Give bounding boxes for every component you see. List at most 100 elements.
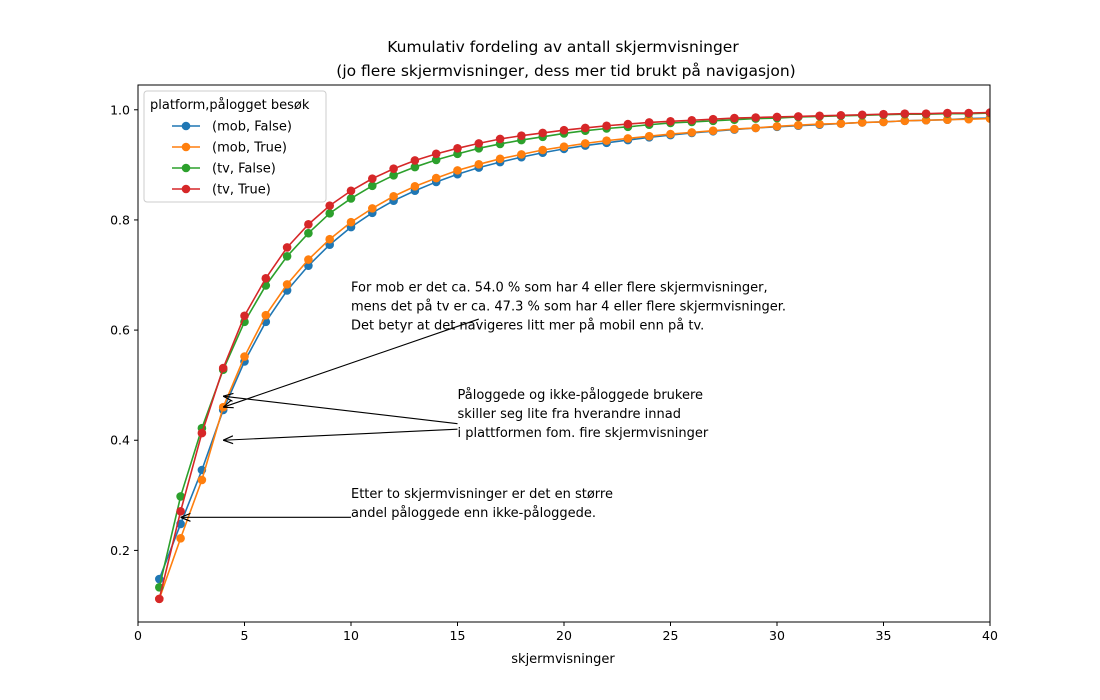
data-point bbox=[197, 428, 207, 438]
data-point bbox=[495, 134, 505, 144]
data-point bbox=[687, 115, 697, 125]
data-point bbox=[644, 118, 654, 127]
data-point bbox=[985, 108, 990, 117]
legend-marker bbox=[181, 142, 191, 152]
annotation-text: For mob er det ca. 54.0 % som har 4 elle… bbox=[351, 281, 786, 334]
data-point bbox=[176, 533, 185, 543]
data-point bbox=[772, 112, 782, 122]
legend-label: (tv, True) bbox=[212, 183, 271, 198]
series-tv-true bbox=[155, 108, 990, 604]
data-point bbox=[900, 116, 910, 126]
data-point bbox=[857, 110, 867, 120]
data-point bbox=[261, 310, 271, 320]
legend-label: (mob, True) bbox=[212, 141, 287, 156]
data-point bbox=[368, 174, 377, 183]
y-tick-label: 0.8 bbox=[110, 212, 130, 227]
x-tick-label: 0 bbox=[134, 628, 142, 643]
legend-marker bbox=[181, 184, 191, 194]
data-point bbox=[410, 156, 420, 165]
data-point bbox=[666, 117, 675, 126]
data-point bbox=[155, 594, 164, 604]
data-point bbox=[389, 171, 398, 180]
data-point bbox=[772, 122, 782, 131]
data-point bbox=[346, 217, 356, 227]
annotation-after-two: Etter to skjermvisninger er det en størr… bbox=[180, 487, 613, 521]
y-tick-label: 0.4 bbox=[110, 433, 130, 448]
data-point bbox=[708, 114, 718, 124]
data-point bbox=[581, 123, 590, 133]
data-point bbox=[176, 506, 185, 516]
data-point bbox=[410, 162, 420, 172]
data-point bbox=[559, 125, 569, 135]
data-point bbox=[218, 363, 228, 373]
annotation-arrow bbox=[223, 318, 479, 407]
x-tick-label: 30 bbox=[769, 628, 785, 643]
x-axis-label: skjermvisninger bbox=[511, 652, 615, 667]
data-point bbox=[794, 112, 803, 121]
data-point bbox=[730, 124, 739, 134]
data-point bbox=[538, 145, 547, 155]
y-tick-label: 0.2 bbox=[110, 543, 130, 558]
data-point bbox=[197, 475, 207, 485]
y-tick-label: 0.6 bbox=[110, 323, 130, 338]
x-tick-label: 15 bbox=[450, 628, 466, 643]
data-point bbox=[325, 209, 335, 218]
data-point bbox=[282, 280, 292, 289]
data-point bbox=[389, 191, 398, 201]
data-point bbox=[282, 243, 292, 252]
data-point bbox=[240, 352, 249, 361]
data-point bbox=[815, 111, 824, 121]
series-line bbox=[158, 117, 990, 600]
annotation-logged-in: Påloggede og ikke-påloggede brukere skill… bbox=[223, 388, 709, 441]
data-point bbox=[644, 131, 654, 141]
legend-label: (tv, False) bbox=[212, 162, 276, 177]
data-point bbox=[964, 108, 973, 118]
annotation-text: Etter to skjermvisninger er det en størr… bbox=[351, 487, 613, 521]
legend-title: platform,pålogget besøk bbox=[150, 98, 310, 113]
data-point bbox=[879, 117, 888, 127]
legend-box bbox=[143, 90, 327, 203]
data-point bbox=[240, 311, 249, 321]
legend-marker bbox=[181, 121, 191, 131]
data-point bbox=[389, 164, 398, 174]
data-point bbox=[346, 186, 356, 196]
data-point bbox=[794, 120, 803, 130]
data-point bbox=[751, 123, 760, 133]
data-point bbox=[730, 113, 739, 123]
data-point bbox=[815, 119, 824, 129]
y-tick-label: 1.0 bbox=[110, 102, 130, 117]
data-point bbox=[623, 134, 633, 143]
data-point bbox=[943, 108, 952, 118]
data-point bbox=[836, 119, 846, 128]
data-point bbox=[304, 220, 313, 229]
data-point bbox=[453, 144, 462, 153]
data-point bbox=[921, 115, 931, 125]
data-point bbox=[453, 166, 462, 175]
legend-marker bbox=[181, 163, 191, 173]
data-point bbox=[581, 139, 590, 148]
data-point bbox=[517, 150, 526, 159]
data-point bbox=[304, 261, 313, 270]
x-tick-label: 40 bbox=[982, 628, 998, 643]
data-point bbox=[687, 128, 697, 137]
data-point bbox=[431, 155, 441, 165]
annotation-mob-vs-tv: For mob er det ca. 54.0 % som har 4 elle… bbox=[223, 281, 786, 408]
x-tick-label: 20 bbox=[556, 628, 572, 643]
chart-title: Kumulativ fordeling av antall skjermvisn… bbox=[387, 38, 739, 56]
data-point bbox=[474, 160, 484, 169]
data-point bbox=[304, 228, 313, 238]
legend-entry: (tv, False) bbox=[172, 162, 276, 177]
data-point bbox=[368, 181, 377, 191]
series-line bbox=[158, 111, 990, 600]
annotation-arrow bbox=[223, 428, 458, 440]
data-point bbox=[368, 204, 377, 213]
data-point bbox=[623, 119, 633, 129]
data-point bbox=[602, 121, 611, 131]
data-point bbox=[708, 126, 718, 136]
data-point bbox=[325, 234, 335, 244]
legend-label: (mob, False) bbox=[212, 120, 292, 135]
data-point bbox=[602, 136, 611, 145]
data-point bbox=[431, 173, 441, 183]
annotation-arrow bbox=[223, 396, 458, 425]
data-point bbox=[282, 251, 292, 261]
